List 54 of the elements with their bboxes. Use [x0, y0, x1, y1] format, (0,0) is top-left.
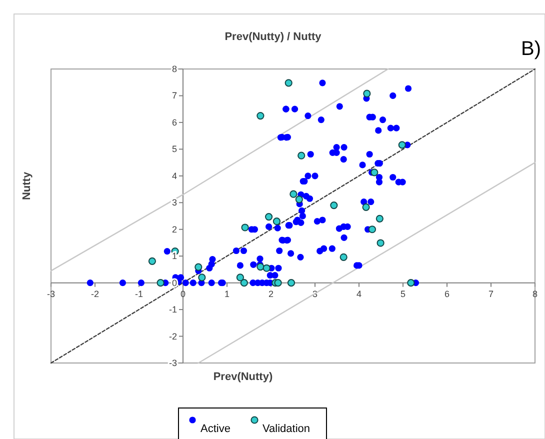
y-tick-label: 4 — [172, 170, 177, 181]
x-tick-label: -1 — [134, 288, 144, 299]
x-tick-label: 4 — [356, 288, 362, 299]
point — [240, 279, 248, 287]
y-tick-label: 3 — [172, 198, 177, 208]
point — [274, 279, 282, 287]
point — [256, 112, 264, 120]
point — [265, 213, 273, 221]
point — [368, 226, 376, 234]
y-tick-label: 5 — [172, 144, 177, 154]
point — [236, 274, 244, 282]
x-tick-label: 2 — [268, 288, 274, 299]
chart-title: Prev(Nutty) / Nutty — [224, 31, 322, 43]
point — [148, 257, 156, 265]
point — [156, 279, 164, 287]
text: B) — [521, 38, 541, 60]
point — [398, 141, 406, 149]
point — [272, 218, 281, 226]
point — [194, 263, 202, 271]
point — [370, 168, 378, 176]
y-tick-label: 6 — [172, 117, 177, 128]
x-tick-label: 1 — [224, 288, 230, 299]
point — [363, 90, 371, 98]
point — [287, 279, 296, 287]
x-tick-label: -2 — [90, 288, 100, 299]
point — [295, 196, 303, 204]
legend-label: Active — [200, 423, 230, 435]
y-tick-label: 2 — [172, 224, 177, 234]
y-tick-label: 8 — [172, 64, 177, 74]
point — [256, 262, 264, 271]
x-tick-label: 5 — [400, 288, 406, 299]
point — [376, 239, 384, 247]
point — [376, 214, 384, 222]
x-tick-label: 6 — [444, 288, 450, 299]
point — [290, 190, 298, 198]
x-tick-label: 8 — [532, 288, 538, 299]
point — [198, 274, 206, 282]
point — [330, 202, 338, 210]
point — [340, 253, 348, 261]
point — [362, 203, 370, 211]
x-tick-label: -3 — [46, 288, 56, 299]
point — [407, 279, 415, 287]
y-axis-title: Nutty — [21, 171, 33, 200]
point — [284, 79, 292, 87]
y-tick-label: -1 — [168, 304, 177, 315]
x-tick-label: 7 — [488, 288, 494, 299]
x-axis-title: Prev(Nutty) — [213, 371, 273, 383]
y-tick-label: -2 — [168, 331, 177, 342]
y-tick-label: -3 — [168, 358, 177, 368]
point — [241, 224, 249, 232]
point — [298, 152, 306, 160]
y-tick-label: 7 — [172, 90, 177, 101]
legend-label: Validation — [262, 423, 310, 435]
point — [262, 264, 270, 272]
